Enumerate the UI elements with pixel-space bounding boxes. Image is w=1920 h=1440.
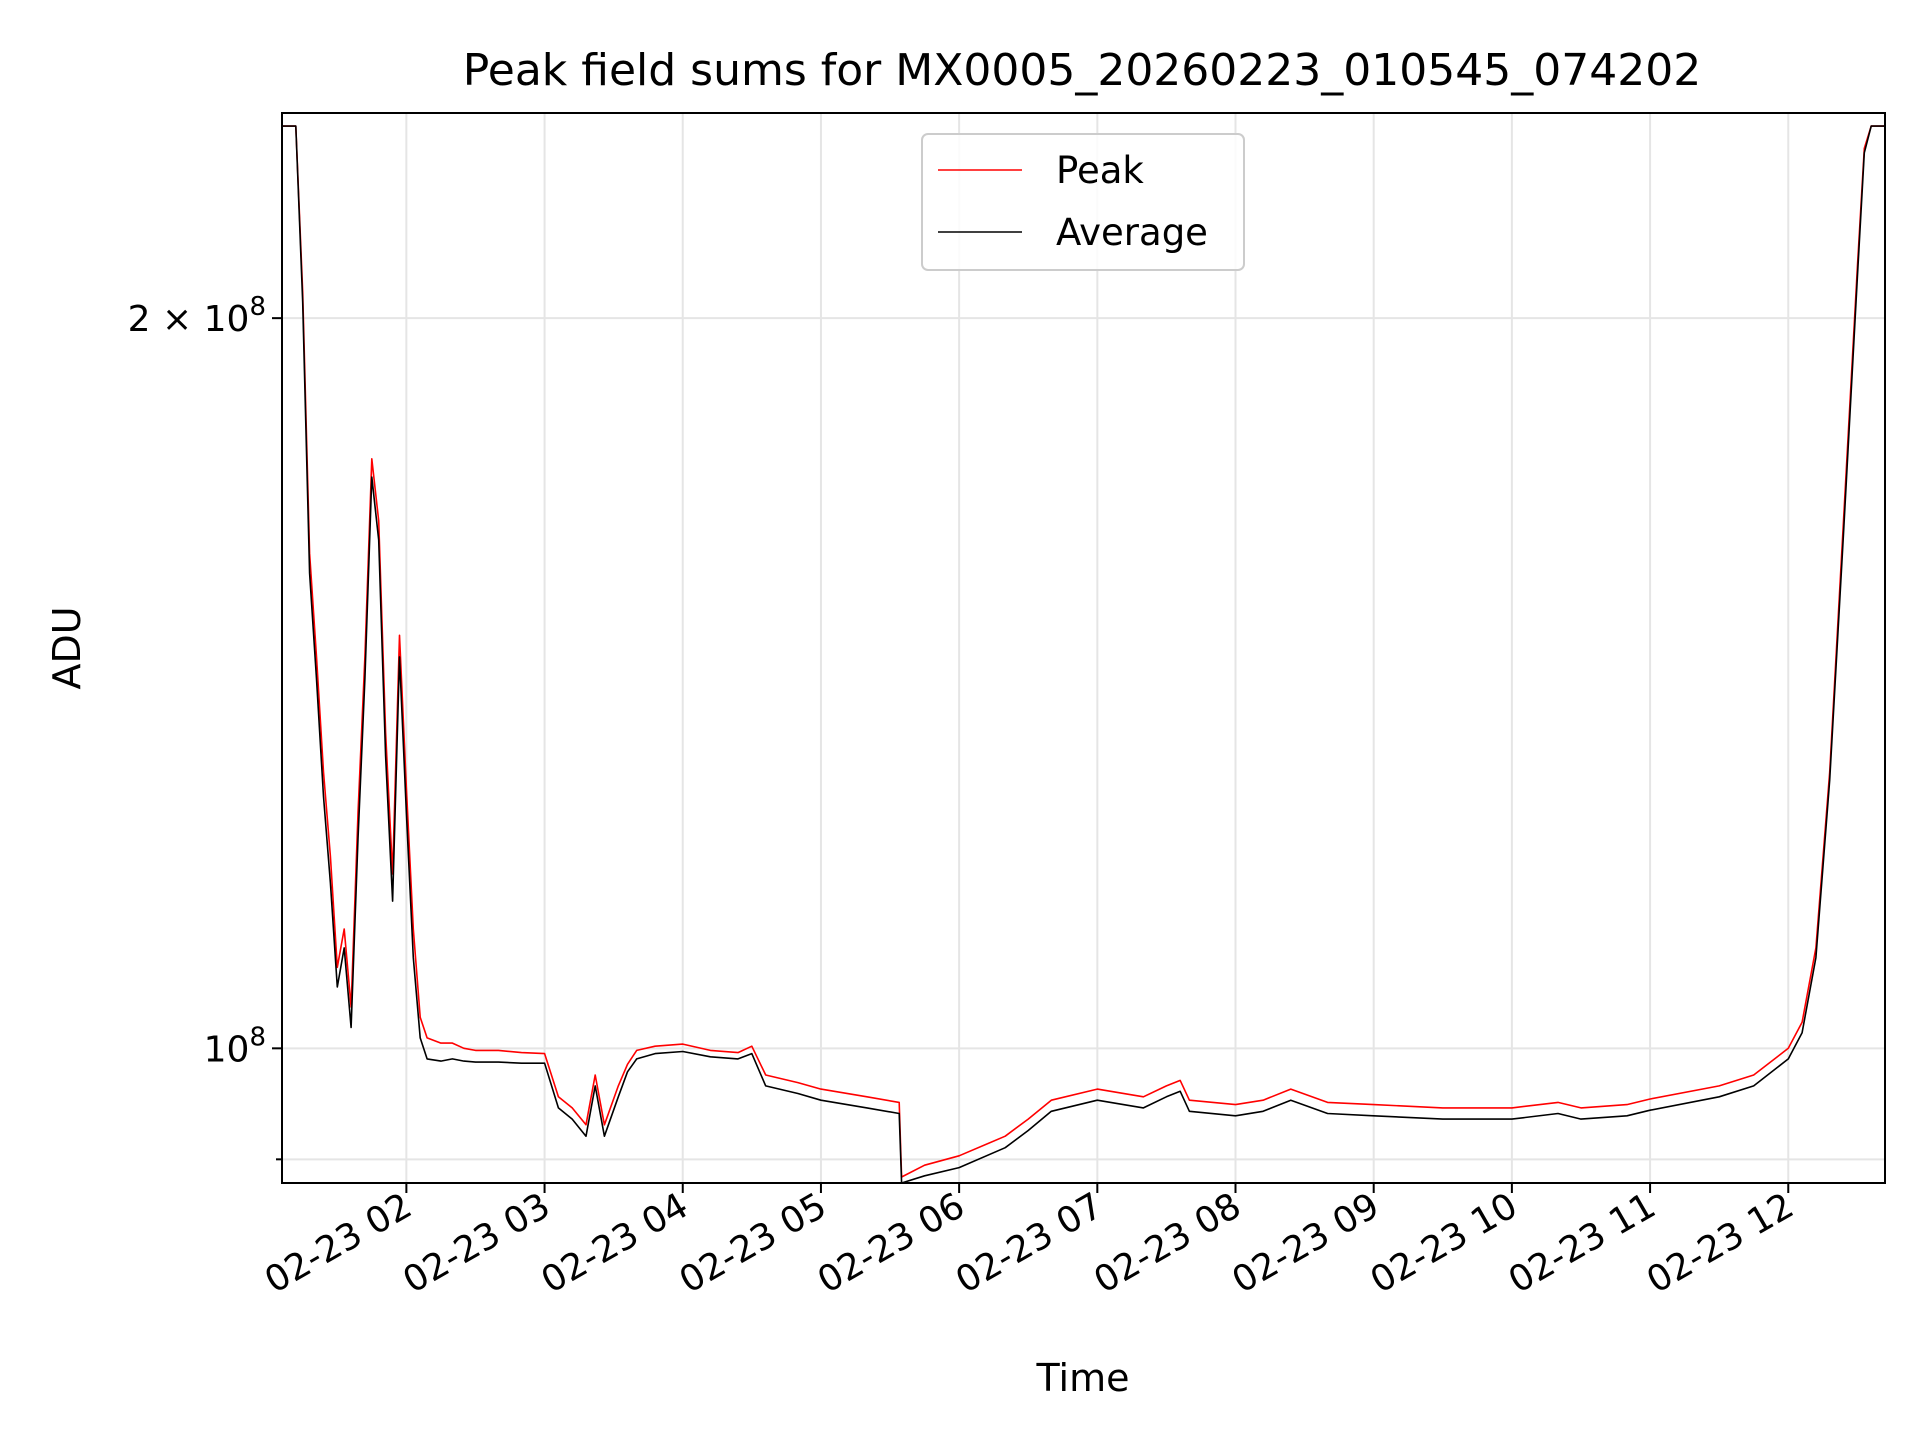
y-tick-label: 2 × 108 xyxy=(128,292,266,340)
x-axis-label: Time xyxy=(1036,1356,1130,1400)
y-grid xyxy=(282,317,1885,1161)
plot-background xyxy=(282,113,1885,1183)
legend: Peak Average xyxy=(921,133,1245,271)
legend-box xyxy=(921,133,1245,271)
legend-label-average: Average xyxy=(1056,211,1208,254)
x-grid xyxy=(405,113,1790,1183)
plot-frame xyxy=(281,112,1886,1184)
y-axis-ticks: 108 2 × 108 xyxy=(128,292,282,1161)
series-line-average xyxy=(282,125,1885,1184)
series-layer xyxy=(282,125,1885,1184)
y-axis-label: ADU xyxy=(45,606,89,689)
legend-label-peak: Peak xyxy=(1056,149,1144,192)
y-tick-label: 108 xyxy=(204,1022,266,1070)
series-line-peak xyxy=(282,125,1885,1178)
chart-title: Peak field sums for MX0005_20260223_0105… xyxy=(463,45,1701,96)
